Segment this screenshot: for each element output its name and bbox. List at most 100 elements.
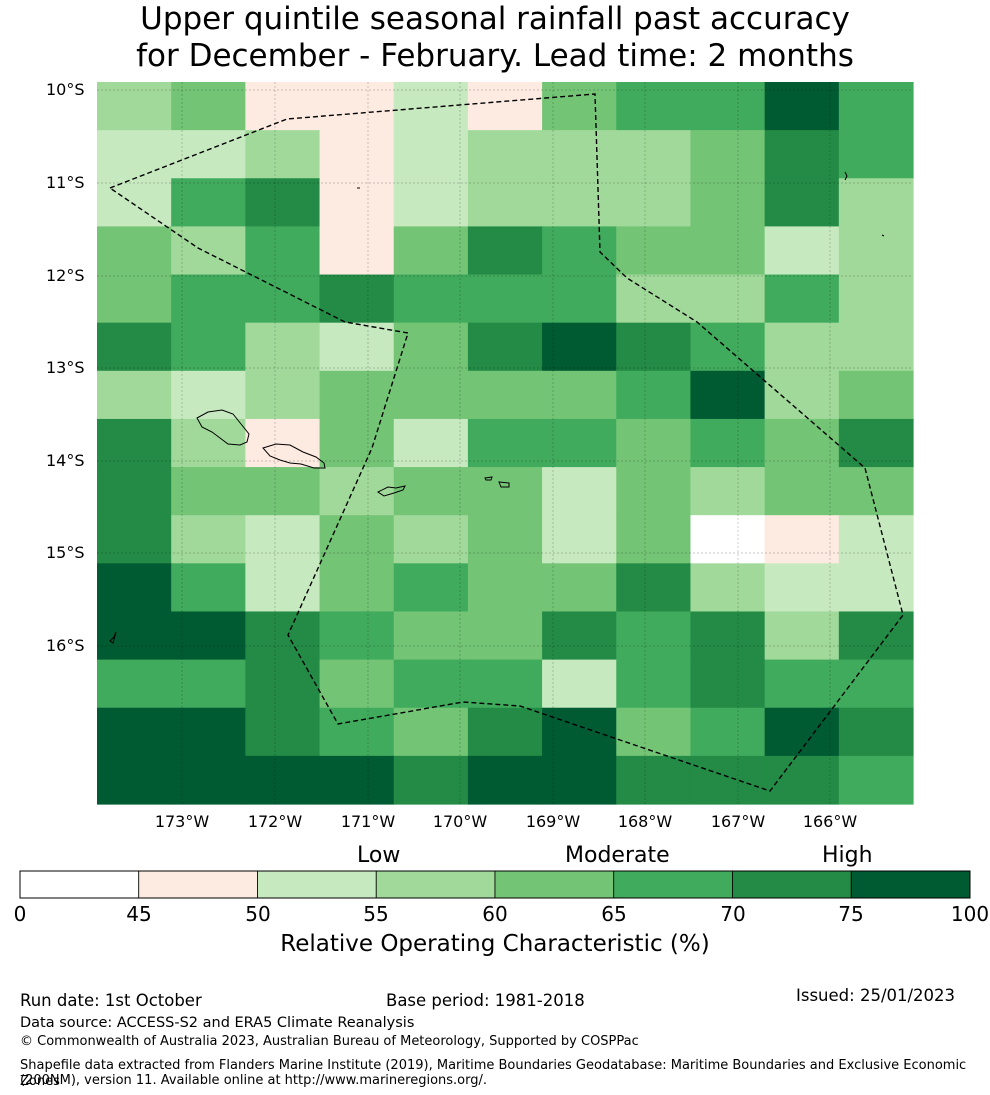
- grid-cell: [690, 467, 766, 516]
- colorbar-segment: [613, 870, 733, 899]
- copyright: © Commonwealth of Australia 2023, Austra…: [20, 1034, 639, 1049]
- grid-cell: [690, 82, 766, 131]
- colorbar-segment: [257, 870, 377, 899]
- grid-cell: [542, 515, 617, 564]
- grid-cell: [467, 226, 543, 276]
- grid-cell: [838, 226, 914, 276]
- grid-cell: [467, 467, 543, 516]
- grid-cell: [467, 130, 543, 179]
- grid-cell: [838, 178, 914, 227]
- lon-label-173w: 173°W: [154, 812, 210, 831]
- grid-cell: [542, 274, 617, 324]
- grid-cell: [319, 322, 395, 372]
- colorbar-segment: [494, 870, 615, 899]
- lon-label-168w: 168°W: [617, 812, 673, 831]
- grid-cell: [467, 563, 543, 613]
- colorbar-segment: [850, 870, 971, 899]
- base-period: Base period: 1981-2018: [386, 991, 585, 1010]
- grid-cell: [393, 274, 469, 324]
- grid-cell: [764, 563, 840, 613]
- grid-cell: [319, 370, 395, 420]
- grid-cell: [97, 370, 172, 420]
- grid-cell: [690, 418, 766, 468]
- grid-cell: [616, 226, 692, 276]
- graticule: [97, 82, 913, 804]
- grid-cell: [97, 226, 172, 276]
- lon-label-172w: 172°W: [247, 812, 303, 831]
- grid-cell: [171, 322, 246, 372]
- grid-cell: [467, 659, 543, 709]
- grid-cell: [616, 370, 692, 420]
- upolu-island: [262, 443, 326, 469]
- tutuila-island: [377, 485, 406, 497]
- shapefile-credit-line2: (200NM), version 11. Available online at…: [20, 1073, 488, 1088]
- grid-cell: [616, 611, 692, 661]
- grid-cell: [616, 274, 692, 324]
- eez-boundary: [108, 93, 904, 792]
- grid-cell: [171, 226, 246, 276]
- grid-cell: [171, 274, 246, 324]
- grid-cell: [171, 82, 246, 131]
- grid-cell: [245, 322, 321, 372]
- grid-cell: [171, 707, 246, 757]
- grid-cell: [171, 515, 246, 564]
- grid-cell: [542, 322, 617, 372]
- shapefile-credit-line1: Shapefile data extracted from Flanders M…: [20, 1058, 967, 1089]
- tokelau-atoll: [844, 171, 848, 181]
- grid-cell: [690, 178, 766, 227]
- grid-cell: [616, 322, 692, 372]
- grid-cell: [97, 515, 172, 564]
- grid-cell: [690, 274, 766, 324]
- colorbar-segment: [19, 870, 140, 899]
- lat-label-12s: 12°S: [46, 266, 85, 285]
- grid-cell: [319, 418, 395, 468]
- grid-cell: [393, 226, 469, 276]
- grid-cell: [764, 370, 840, 420]
- grid-cell: [616, 467, 692, 516]
- grid-cell: [393, 659, 469, 709]
- lon-label-169w: 169°W: [525, 812, 581, 831]
- grid-cell: [542, 178, 617, 227]
- grid-cell: [838, 467, 914, 516]
- grid-cell: [764, 322, 840, 372]
- colorbar-segment: [375, 870, 496, 899]
- grid-cell: [764, 274, 840, 324]
- rainfall-accuracy-grid: [97, 82, 914, 805]
- small-islet: [881, 234, 885, 237]
- grid-cell: [616, 130, 692, 179]
- lat-label-14s: 14°S: [46, 451, 85, 470]
- grid-cell: [838, 82, 914, 131]
- grid-cell: [542, 467, 617, 516]
- grid-cell: [319, 755, 395, 805]
- grid-cell: [838, 322, 914, 372]
- grid-cell: [467, 322, 543, 372]
- grid-cell: [542, 370, 617, 420]
- grid-cell: [764, 178, 840, 227]
- grid-cell: [319, 178, 395, 227]
- grid-cell: [690, 755, 766, 805]
- grid-cell: [245, 226, 321, 276]
- grid-cell: [690, 226, 766, 276]
- grid-cell: [171, 659, 246, 709]
- tau-island: [498, 481, 510, 488]
- grid-cell: [690, 515, 766, 564]
- grid-cell: [690, 611, 766, 661]
- grid-cell: [393, 611, 469, 661]
- colorbar-tick-60: 60: [482, 902, 508, 926]
- grid-cell: [838, 611, 914, 661]
- grid-cell: [97, 130, 172, 179]
- grid-cell: [97, 418, 172, 468]
- grid-cell: [245, 515, 321, 564]
- grid-cell: [393, 563, 469, 613]
- grid-cell: [764, 226, 840, 276]
- grid-cell: [245, 274, 321, 324]
- grid-cell: [393, 178, 469, 227]
- lat-label-15s: 15°S: [46, 543, 85, 562]
- map-title-line1: Upper quintile seasonal rainfall past ac…: [140, 1, 850, 37]
- grid-cell: [171, 611, 246, 661]
- grid-cell: [467, 611, 543, 661]
- grid-cell: [171, 755, 246, 805]
- grid-cell: [319, 130, 395, 179]
- category-moderate: Moderate: [565, 843, 670, 868]
